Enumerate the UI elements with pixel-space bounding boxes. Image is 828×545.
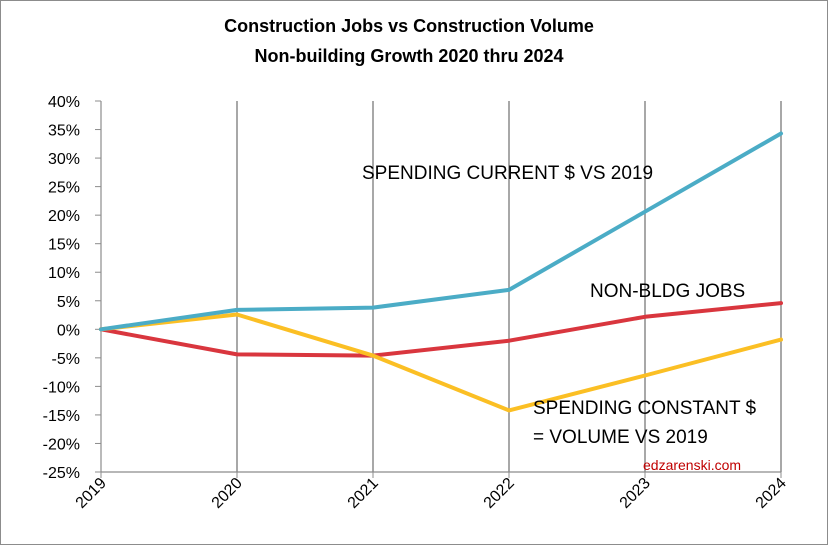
chart-title: Construction Jobs vs Construction Volume… (224, 16, 594, 66)
x-tick-label: 2020 (209, 475, 246, 512)
y-axis-tick-labels: 40% 35% 30% 25% 20% 15% 10% 5% 0% -5% -10% -15% -20%… (43, 94, 101, 482)
y-tick-label: -20% (43, 436, 80, 453)
y-tick-label: -5% (52, 351, 80, 368)
annotations: SPENDING CURRENT $ VS 2019 NON-BLDG JOBS… (362, 163, 757, 448)
spending-constant-label-line-1: SPENDING CONSTANT $ (533, 398, 757, 419)
y-tick-label: -15% (43, 408, 80, 425)
x-tick-label: 2023 (617, 475, 654, 512)
spending-constant-label-line-2: = VOLUME VS 2019 (533, 427, 708, 448)
axes (100, 101, 781, 473)
y-tick-label: 35% (48, 123, 80, 140)
y-tick-label: -25% (43, 465, 80, 482)
chart-title-line-2: Non-building Growth 2020 thru 2024 (254, 46, 563, 66)
series-line-spending-current (99, 131, 783, 332)
chart-title-line-1: Construction Jobs vs Construction Volume (224, 16, 594, 36)
spending-constant-label: SPENDING CONSTANT $ (533, 398, 757, 419)
y-tick-label: 15% (48, 237, 80, 254)
spending-current-label-line-1: SPENDING CURRENT $ VS 2019 (362, 163, 653, 184)
spending-current-label: SPENDING CURRENT $ VS 2019 (362, 163, 653, 184)
y-tick-label: 10% (48, 265, 80, 282)
x-tick-label: 2022 (481, 475, 518, 512)
series-line-spending-constant (99, 312, 783, 413)
series-lines (99, 131, 783, 413)
non-bldg-jobs-label: NON-BLDG JOBS (590, 281, 745, 302)
y-tick-label: -10% (43, 379, 80, 396)
y-tick-label: 25% (48, 180, 80, 197)
y-tick-label: 40% (48, 94, 80, 111)
watermark-text: edzarenski.com (643, 457, 741, 473)
x-tick-label: 2024 (753, 475, 790, 512)
series-line-non-bldg-jobs (99, 301, 783, 358)
y-tick-label: 5% (57, 294, 80, 311)
non-bldg-jobs-label-line-1: NON-BLDG JOBS (590, 281, 745, 302)
x-axis-tick-labels: 2019 2020 2021 2022 2023 2024 (73, 472, 790, 512)
y-tick-label: 30% (48, 151, 80, 168)
x-tick-label: 2021 (345, 475, 382, 512)
y-tick-label: 0% (57, 322, 80, 339)
y-tick-label: 20% (48, 208, 80, 225)
spending-constant-label-line-2-text: = VOLUME VS 2019 (533, 427, 708, 448)
